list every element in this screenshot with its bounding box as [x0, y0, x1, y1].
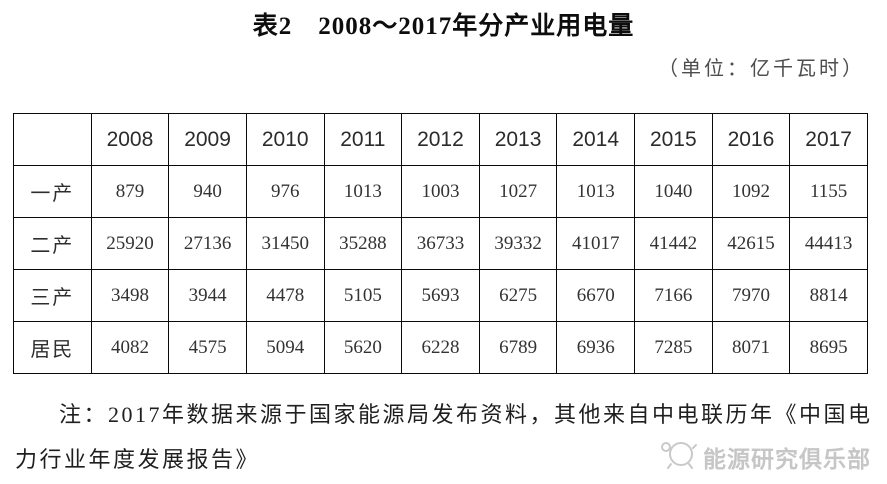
year-header-2008: 2008	[90, 113, 170, 166]
row-label-primary: 一产	[13, 165, 92, 218]
lightbulb-mascot-icon	[659, 438, 697, 475]
year-header-2017: 2017	[789, 113, 868, 166]
cell-residents-2010: 5094	[245, 321, 325, 374]
energy-club-watermark: 能源研究俱乐部	[659, 438, 871, 475]
cell-secondary-2011: 35288	[323, 217, 403, 270]
cell-primary-2017: 1155	[789, 165, 868, 218]
year-header-2013: 2013	[478, 113, 558, 166]
row-label-residents: 居民	[13, 321, 92, 374]
cell-primary-2015: 1040	[634, 165, 713, 218]
cell-primary-2016: 1092	[711, 165, 791, 218]
cell-residents-2008: 4082	[90, 321, 170, 374]
year-header-2009: 2009	[168, 113, 247, 166]
year-header-2010: 2010	[245, 113, 325, 166]
table-row-tertiary-industry: 三产 3498 3944 4478 5105 5693 6275 6670 71…	[13, 269, 868, 322]
cell-secondary-2012: 36733	[401, 217, 480, 270]
corner-cell	[13, 113, 92, 166]
cell-tertiary-2016: 7970	[711, 269, 791, 322]
footnote: 注：2017年数据来源于国家能源局发布资料，其他来自中电联历年《中国电 力行业年…	[15, 392, 875, 482]
table-row-primary-industry: 一产 879 940 976 1013 1003 1027 1013 1040 …	[13, 165, 868, 218]
cell-tertiary-2011: 5105	[323, 269, 403, 322]
cell-secondary-2016: 42615	[711, 217, 791, 270]
cell-residents-2014: 6936	[556, 321, 635, 374]
year-header-2015: 2015	[634, 113, 713, 166]
cell-primary-2011: 1013	[323, 165, 403, 218]
cell-tertiary-2017: 8814	[789, 269, 868, 322]
cell-residents-2017: 8695	[789, 321, 868, 374]
cell-primary-2014: 1013	[556, 165, 635, 218]
cell-tertiary-2008: 3498	[90, 269, 170, 322]
cell-residents-2016: 8071	[711, 321, 791, 374]
cell-residents-2011: 5620	[323, 321, 403, 374]
cell-residents-2015: 7285	[634, 321, 713, 374]
cell-tertiary-2013: 6275	[478, 269, 558, 322]
cell-primary-2012: 1003	[401, 165, 480, 218]
footnote-line-1: 注：2017年数据来源于国家能源局发布资料，其他来自中电联历年《中国电	[59, 402, 873, 427]
cell-tertiary-2015: 7166	[634, 269, 713, 322]
cell-residents-2013: 6789	[478, 321, 558, 374]
electricity-data-table: 2008 2009 2010 2011 2012 2013 2014 2015 …	[13, 113, 868, 374]
cell-residents-2012: 6228	[401, 321, 480, 374]
cell-secondary-2009: 27136	[168, 217, 247, 270]
year-header-2012: 2012	[401, 113, 480, 166]
cell-tertiary-2014: 6670	[556, 269, 635, 322]
row-label-secondary: 二产	[13, 217, 92, 270]
table-row-residents: 居民 4082 4575 5094 5620 6228 6789 6936 72…	[13, 321, 868, 374]
cell-secondary-2014: 41017	[556, 217, 635, 270]
cell-secondary-2013: 39332	[478, 217, 558, 270]
cell-primary-2010: 976	[245, 165, 325, 218]
cell-secondary-2015: 41442	[634, 217, 713, 270]
cell-tertiary-2012: 5693	[401, 269, 480, 322]
cell-primary-2009: 940	[168, 165, 247, 218]
watermark-text: 能源研究俱乐部	[703, 445, 871, 472]
cell-residents-2009: 4575	[168, 321, 247, 374]
year-header-2011: 2011	[323, 113, 403, 166]
table-title: 表2 2008～2017年分产业用电量	[252, 13, 635, 40]
cell-secondary-2008: 25920	[90, 217, 170, 270]
row-label-tertiary: 三产	[13, 269, 92, 322]
cell-tertiary-2009: 3944	[168, 269, 247, 322]
cell-primary-2013: 1027	[478, 165, 558, 218]
year-header-2014: 2014	[556, 113, 635, 166]
unit-label: （单位：亿千瓦时）	[658, 58, 865, 80]
cell-primary-2008: 879	[90, 165, 170, 218]
cell-tertiary-2010: 4478	[245, 269, 325, 322]
table-header-row: 2008 2009 2010 2011 2012 2013 2014 2015 …	[13, 113, 868, 166]
footnote-line-2: 力行业年度发展报告》	[15, 447, 261, 472]
year-header-2016: 2016	[711, 113, 791, 166]
table-row-secondary-industry: 二产 25920 27136 31450 35288 36733 39332 4…	[13, 217, 868, 270]
cell-secondary-2010: 31450	[245, 217, 325, 270]
cell-secondary-2017: 44413	[789, 217, 868, 270]
